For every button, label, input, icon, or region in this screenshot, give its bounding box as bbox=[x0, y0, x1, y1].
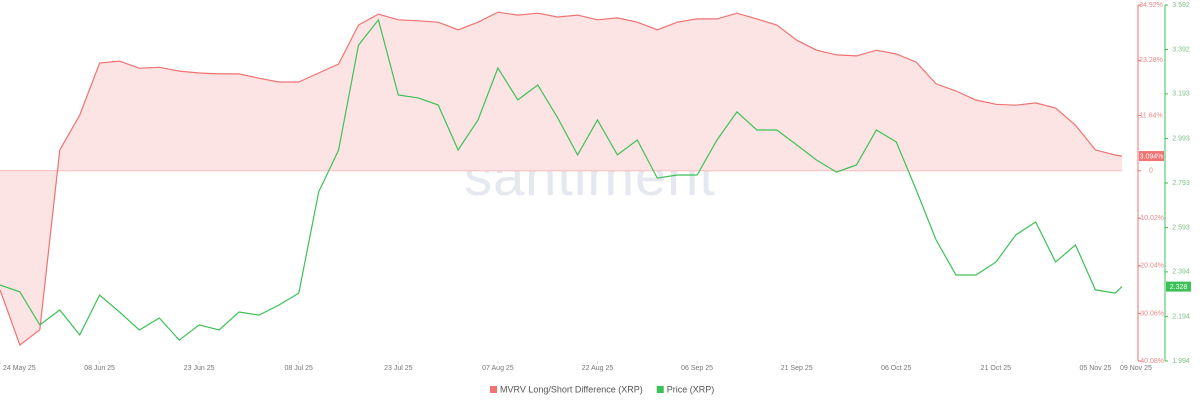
x-tick-label: 05 Nov 25 bbox=[1079, 365, 1111, 372]
y2-tick-label: 1.994 bbox=[1172, 358, 1190, 365]
x-tick-label: 08 Jun 25 bbox=[84, 365, 115, 372]
x-tick-label: 22 Aug 25 bbox=[582, 365, 614, 372]
x-tick-label: 23 Jun 25 bbox=[184, 365, 215, 372]
legend-label: MVRV Long/Short Difference (XRP) bbox=[500, 384, 643, 394]
y2-tick-label: 2.194 bbox=[1172, 313, 1190, 320]
series-line bbox=[0, 11, 1123, 346]
legend-swatch bbox=[656, 386, 664, 393]
y2-tick-label: 2.793 bbox=[1172, 180, 1190, 187]
x-tick-label: 07 Aug 25 bbox=[482, 365, 514, 372]
y-tick-label: -20.04% bbox=[1138, 263, 1164, 270]
x-tick-label: 23 Jul 25 bbox=[384, 365, 413, 372]
area-fill bbox=[0, 12, 1122, 345]
last-value-label: 2.328 bbox=[1170, 284, 1188, 291]
x-tick-label: 24 May 25 bbox=[3, 365, 36, 372]
last-value-box bbox=[1139, 151, 1164, 162]
last-value-label: 3.094% bbox=[1140, 153, 1164, 160]
x-tick-label: 09 Nov 25 bbox=[1120, 365, 1152, 372]
legend-swatch bbox=[490, 386, 497, 393]
y-tick-label: 34.92% bbox=[1139, 2, 1163, 9]
x-tick-label: 21 Sep 25 bbox=[781, 365, 813, 372]
y-tick-label: -40.08% bbox=[1138, 358, 1164, 365]
x-tick-label: 08 Jul 25 bbox=[285, 365, 314, 372]
y-tick-label: -10.02% bbox=[1138, 215, 1164, 222]
x-tick-label: 06 Sep 25 bbox=[681, 365, 713, 372]
legend-label: Price (XRP) bbox=[667, 384, 715, 394]
y2-tick-label: 2.993 bbox=[1172, 135, 1190, 142]
series-line bbox=[0, 18, 1123, 341]
y2-tick-label: 3.592 bbox=[1172, 2, 1190, 9]
y2-tick-label: 2.593 bbox=[1172, 224, 1190, 231]
last-value-box bbox=[1166, 281, 1191, 292]
y-tick-label: -30.06% bbox=[1138, 310, 1164, 317]
y2-tick-label: 2.394 bbox=[1172, 269, 1190, 276]
y-tick-label: 23.28% bbox=[1139, 57, 1163, 64]
x-tick-label: 21 Oct 25 bbox=[981, 365, 1011, 372]
y-tick-label: 0 bbox=[1149, 168, 1153, 175]
y-tick-label: 11.64% bbox=[1139, 112, 1162, 119]
y2-tick-label: 3.193 bbox=[1172, 91, 1190, 98]
y2-tick-label: 3.392 bbox=[1172, 46, 1190, 53]
x-tick-label: 06 Oct 25 bbox=[881, 365, 911, 372]
